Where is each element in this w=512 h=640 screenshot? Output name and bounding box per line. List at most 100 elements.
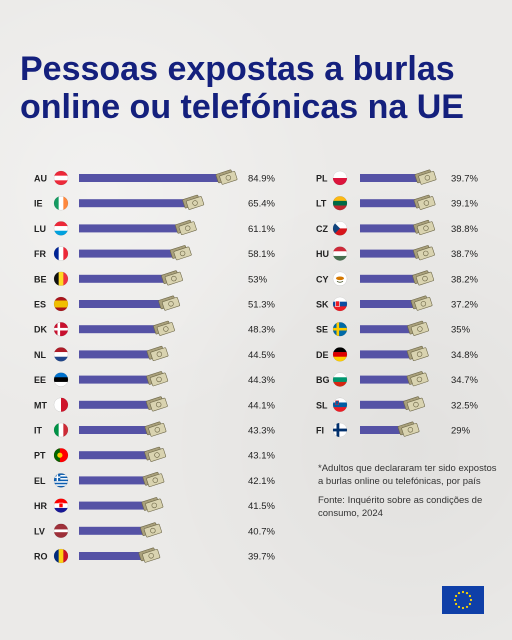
chart-row: LV 40.7% [34, 522, 275, 539]
money-icon [413, 245, 435, 261]
bar [79, 552, 147, 560]
chart-row: SE 35% [316, 320, 471, 337]
value-label: 41.5% [248, 501, 275, 512]
category-label: DE [316, 350, 329, 360]
value-label: 34.8% [451, 350, 478, 361]
bar [79, 400, 155, 409]
category-label: AU [34, 174, 47, 184]
eu-star-icon [469, 598, 473, 602]
bar [79, 249, 179, 258]
chart-row: PT 43.1% [34, 446, 275, 463]
value-label: 39.7% [248, 552, 275, 563]
chart-row: CZ 38.8% [316, 219, 478, 236]
value-label: 53% [248, 274, 268, 285]
chart-row: MT 44.1% [34, 396, 275, 413]
eu-flag-icon [442, 586, 484, 614]
bar [79, 325, 162, 334]
category-label: LV [34, 526, 45, 536]
money-icon [397, 421, 420, 437]
flag-icon [332, 397, 348, 413]
bar [360, 249, 422, 258]
money-icon [142, 471, 165, 488]
chart-row: AU 84.9% [34, 169, 275, 186]
category-label: DK [34, 325, 47, 335]
chart-row: EL 42.1% [34, 471, 275, 488]
chart-row: BG 34.7% [316, 371, 478, 387]
footnote-source: Fonte: Inquérito sobre as condições de c… [318, 495, 483, 519]
value-label: 58.1% [248, 249, 275, 260]
flag-icon [53, 271, 69, 287]
footnote-note: *Adultos que declararam ter sido exposto… [318, 463, 497, 487]
chart-row: ES 51.3% [34, 295, 275, 312]
flag-icon [332, 372, 348, 387]
chart-row: FI 29% [316, 421, 471, 438]
chart-row: FR 58.1% [34, 245, 275, 261]
page-title: Pessoas expostas a burlas online ou tele… [20, 50, 500, 126]
category-label: RO [34, 552, 48, 562]
money-icon [146, 396, 168, 412]
bar [360, 400, 412, 409]
category-label: ES [34, 300, 46, 310]
category-label: FR [34, 249, 46, 259]
footnote: *Adultos que declararam ter sido exposto… [318, 462, 503, 526]
bar [360, 375, 416, 384]
value-label: 38.2% [451, 274, 478, 285]
category-label: SE [316, 325, 328, 335]
flag-icon [332, 321, 348, 337]
bar [79, 224, 184, 233]
flag-icon [53, 170, 69, 186]
value-label: 34.7% [451, 375, 478, 386]
chart-row: CY 38.2% [316, 270, 478, 287]
category-label: IE [34, 199, 43, 209]
eu-star-icon [454, 602, 458, 606]
eu-star-icon [465, 591, 469, 595]
bar [360, 274, 421, 283]
category-label: SL [316, 400, 328, 410]
money-icon [215, 169, 238, 185]
bar [360, 350, 416, 359]
flag-icon [53, 296, 69, 312]
flag-icon [53, 321, 69, 337]
flag-icon [332, 195, 348, 211]
money-icon [413, 219, 435, 236]
flag-icon [332, 296, 348, 312]
money-icon [414, 169, 437, 185]
chart-row: DE 34.8% [316, 345, 478, 362]
category-label: MT [34, 400, 47, 410]
value-label: 32.5% [451, 400, 478, 411]
category-label: PT [34, 451, 46, 461]
value-label: 39.7% [451, 174, 478, 185]
value-label: 43.1% [248, 451, 275, 462]
money-icon [161, 270, 183, 286]
flag-icon [332, 422, 348, 438]
bar [360, 300, 420, 308]
chart-row: IE 65.4% [34, 194, 275, 211]
chart-row: SL 32.5% [316, 396, 478, 413]
chart-row: NL 44.5% [34, 345, 275, 362]
money-icon [413, 194, 436, 210]
bar [360, 426, 407, 434]
bar [360, 174, 423, 182]
eu-star-icon [468, 594, 472, 598]
value-label: 38.7% [451, 249, 478, 260]
flag-icon [332, 347, 348, 362]
category-label: IT [34, 426, 43, 436]
eu-star-icon [465, 605, 469, 609]
eu-star-icon [461, 590, 465, 594]
value-label: 29% [451, 426, 471, 437]
bar [79, 501, 150, 510]
title-line-2: online ou telefónicas na UE [20, 88, 464, 126]
eu-star-icon [453, 598, 457, 602]
flag-icon [53, 397, 69, 413]
money-icon [182, 194, 205, 210]
category-label: BG [316, 375, 330, 385]
chart-row: DK 48.3% [34, 320, 275, 337]
chart-row: HR 41.5% [34, 497, 275, 513]
money-icon [144, 446, 167, 462]
money-icon [406, 371, 429, 387]
value-label: 44.5% [248, 350, 275, 361]
flag-icon [53, 246, 69, 261]
value-label: 35% [451, 325, 471, 336]
bar [79, 174, 224, 182]
value-label: 65.4% [248, 199, 275, 210]
